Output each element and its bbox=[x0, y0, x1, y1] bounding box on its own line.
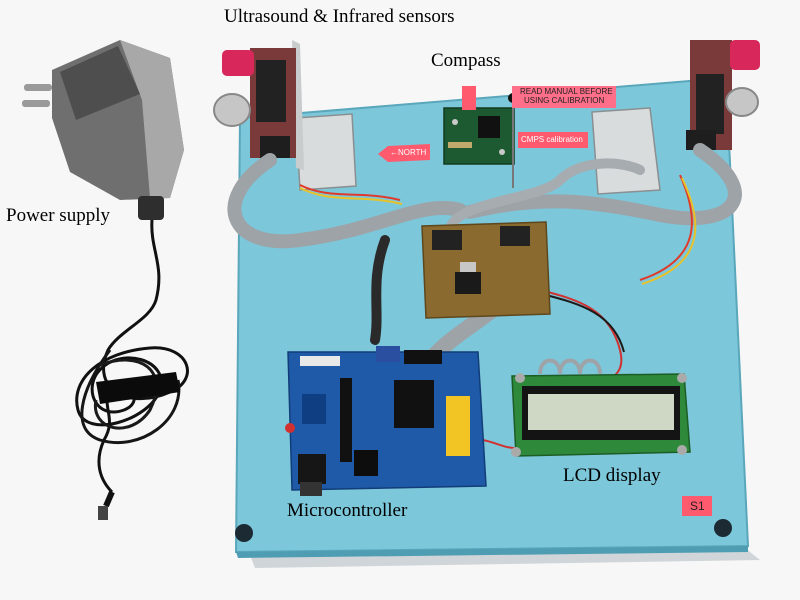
power-supply-label: Power supply bbox=[6, 205, 110, 226]
power-supply bbox=[22, 40, 189, 520]
warning-tag-line2: USING CALIBRATION bbox=[524, 96, 605, 105]
north-arrow-tag bbox=[378, 144, 430, 162]
compass-module bbox=[443, 93, 518, 188]
warning-tag bbox=[512, 86, 616, 108]
board-foot-left bbox=[235, 524, 253, 542]
north-tag-text: ←NORTH bbox=[390, 148, 427, 157]
microcontroller-board bbox=[285, 346, 487, 496]
board-foot-right bbox=[714, 519, 732, 537]
microcontroller-label: Microcontroller bbox=[287, 500, 408, 521]
lcd-display-label: LCD display bbox=[563, 465, 661, 486]
warning-tag-line1: READ MANUAL BEFORE bbox=[520, 87, 613, 96]
s1-tag-text: S1 bbox=[690, 499, 705, 513]
cmps-tag bbox=[518, 132, 588, 148]
sensors-label: Ultrasound & Infrared sensors bbox=[224, 6, 455, 27]
cmps-tag-text: CMPS calibration bbox=[521, 135, 583, 144]
compass-label: Compass bbox=[431, 50, 501, 71]
cable-strap bbox=[96, 372, 180, 404]
s1-tag bbox=[682, 496, 712, 516]
regulator-board bbox=[421, 221, 551, 319]
left-sensor-assembly bbox=[213, 40, 357, 191]
lcd-module bbox=[511, 358, 691, 457]
compass-side-tag bbox=[462, 86, 476, 110]
